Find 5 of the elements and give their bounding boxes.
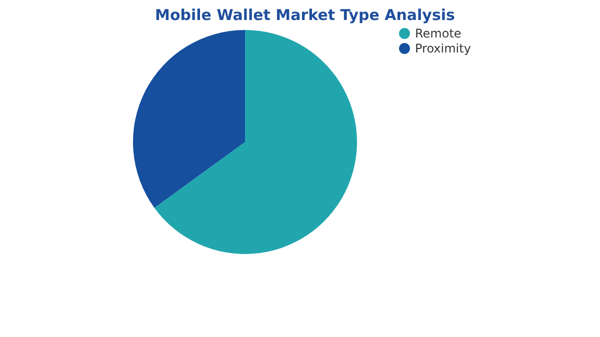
pie-slice (133, 30, 245, 208)
legend-label: Remote (415, 26, 462, 40)
legend-label: Proximity (415, 42, 471, 56)
chart-title: Mobile Wallet Market Type Analysis (155, 6, 456, 24)
pie-slice (154, 30, 357, 254)
